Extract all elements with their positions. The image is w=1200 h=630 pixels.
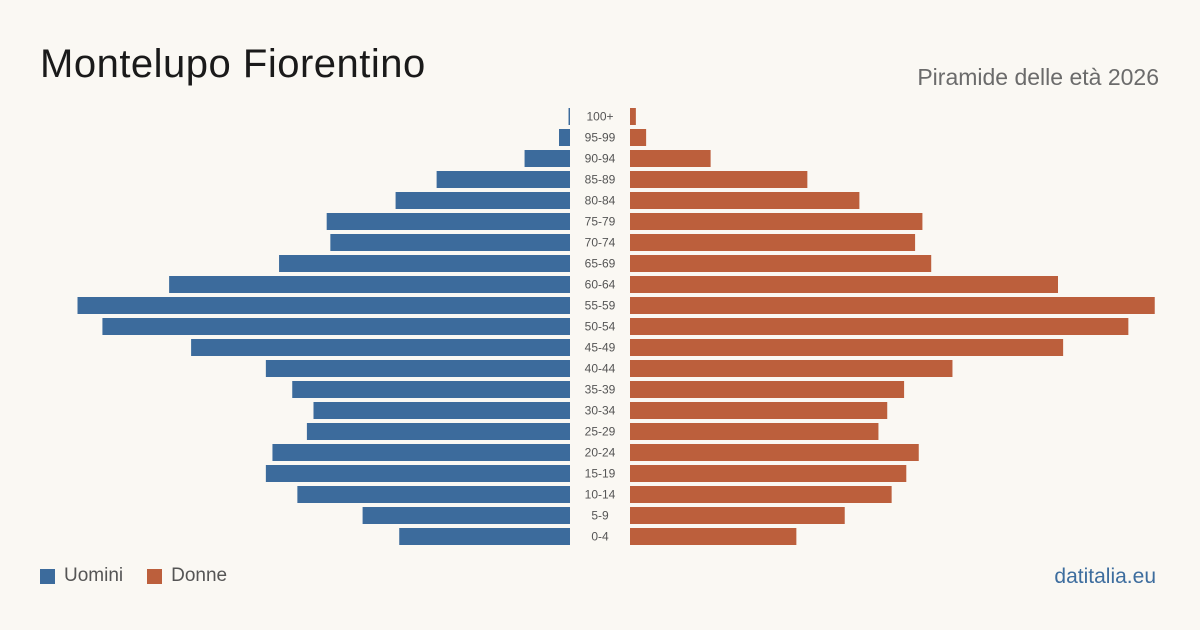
- bar-men-5-9: [362, 507, 570, 524]
- bar-men-55-59: [77, 297, 571, 314]
- women-bars-group: [630, 108, 1155, 545]
- bar-men-95-99: [559, 129, 570, 146]
- bar-women-0-4: [630, 528, 797, 545]
- legend-label-men: Uomini: [64, 565, 124, 586]
- bar-men-100+: [568, 108, 570, 125]
- bar-women-55-59: [630, 297, 1155, 314]
- bar-women-100+: [630, 108, 636, 125]
- bar-women-95-99: [630, 129, 647, 146]
- bar-men-25-29: [306, 423, 570, 440]
- bar-women-40-44: [630, 360, 953, 377]
- bar-women-20-24: [630, 444, 919, 461]
- bar-men-65-69: [279, 255, 570, 272]
- age-label-0-4: 0-4: [591, 530, 609, 544]
- bar-women-30-34: [630, 402, 888, 419]
- bar-men-90-94: [524, 150, 570, 167]
- legend-swatch-men: [40, 568, 55, 584]
- bar-men-20-24: [272, 444, 570, 461]
- bar-women-75-79: [630, 213, 923, 230]
- age-label-15-19: 15-19: [585, 467, 616, 481]
- age-label-65-69: 65-69: [585, 257, 616, 271]
- bar-men-60-64: [169, 276, 570, 293]
- legend-label-women: Donne: [171, 565, 228, 586]
- bar-women-80-84: [630, 192, 860, 209]
- bar-men-45-49: [191, 339, 571, 356]
- bar-men-85-89: [436, 171, 570, 188]
- age-label-25-29: 25-29: [585, 425, 616, 439]
- legend-item-men: Uomini: [40, 565, 123, 587]
- legend-swatch-women: [147, 568, 163, 584]
- bar-men-10-14: [297, 486, 570, 503]
- bar-women-25-29: [630, 423, 879, 440]
- bar-men-75-79: [326, 213, 570, 230]
- legend-item-women: Donne: [147, 565, 227, 587]
- bar-men-35-39: [292, 381, 570, 398]
- legend: Uomini Donne: [40, 565, 251, 587]
- bar-men-30-34: [313, 402, 570, 419]
- bar-men-0-4: [399, 528, 570, 545]
- page-title: Montelupo Fiorentino: [40, 42, 426, 86]
- bar-women-60-64: [630, 276, 1058, 293]
- bar-women-10-14: [630, 486, 892, 503]
- men-bars-group: [77, 108, 571, 545]
- age-label-100+: 100+: [586, 110, 613, 124]
- bar-women-35-39: [630, 381, 905, 398]
- age-label-80-84: 80-84: [585, 194, 616, 208]
- age-label-35-39: 35-39: [585, 383, 616, 397]
- bar-women-15-19: [630, 465, 907, 482]
- chart-subtitle: Piramide delle età 2026: [917, 64, 1159, 90]
- brand-link[interactable]: datitalia.eu: [1054, 565, 1156, 588]
- age-label-50-54: 50-54: [585, 320, 616, 334]
- age-labels-group: 100+ 95-99 90-94 85-89 80-84 75-79 70-74 65-69 6…: [585, 110, 616, 544]
- age-label-40-44: 40-44: [585, 362, 616, 376]
- age-label-5-9: 5-9: [591, 509, 609, 523]
- age-label-95-99: 95-99: [585, 131, 616, 145]
- bar-men-70-74: [330, 234, 570, 251]
- bar-men-40-44: [265, 360, 570, 377]
- age-label-10-14: 10-14: [585, 488, 616, 502]
- age-label-60-64: 60-64: [585, 278, 616, 292]
- age-label-20-24: 20-24: [585, 446, 616, 460]
- bar-men-80-84: [395, 192, 570, 209]
- age-label-70-74: 70-74: [585, 236, 616, 250]
- age-label-30-34: 30-34: [585, 404, 616, 418]
- bar-women-85-89: [630, 171, 808, 188]
- bar-women-45-49: [630, 339, 1064, 356]
- age-label-90-94: 90-94: [585, 152, 616, 166]
- age-label-45-49: 45-49: [585, 341, 616, 355]
- age-label-75-79: 75-79: [585, 215, 616, 229]
- bar-women-5-9: [630, 507, 845, 524]
- bar-women-50-54: [630, 318, 1129, 335]
- age-label-55-59: 55-59: [585, 299, 616, 313]
- bar-women-70-74: [630, 234, 916, 251]
- age-label-85-89: 85-89: [585, 173, 616, 187]
- bar-women-65-69: [630, 255, 932, 272]
- bar-women-90-94: [630, 150, 711, 167]
- bar-men-50-54: [102, 318, 571, 335]
- bar-men-15-19: [265, 465, 570, 482]
